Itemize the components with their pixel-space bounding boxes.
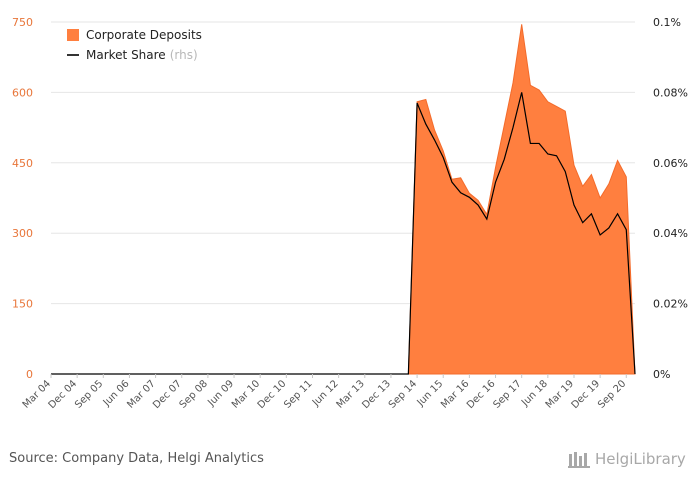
x-tick-label: Sep 08 <box>178 378 210 410</box>
legend: Corporate Deposits Market Share (rhs) <box>67 28 202 62</box>
x-tick-label: Dec 04 <box>47 378 80 411</box>
right-tick-label: 0.1% <box>653 16 681 29</box>
left-tick-label: 0 <box>26 368 33 381</box>
left-tick-label: 750 <box>12 16 33 29</box>
left-tick-label: 150 <box>12 298 33 311</box>
x-tick-label: Sep 05 <box>73 378 105 410</box>
x-tick-label: Dec 13 <box>360 378 393 411</box>
legend-label-corporate-deposits: Corporate Deposits <box>86 28 202 42</box>
x-tick-label: Dec 19 <box>570 378 603 411</box>
right-tick-label: 0.04% <box>653 227 688 240</box>
left-tick-label: 300 <box>12 227 33 240</box>
x-tick-label: Sep 17 <box>491 378 523 410</box>
source-note: Source: Company Data, Helgi Analytics <box>9 451 264 466</box>
x-tick-label: Dec 16 <box>465 378 498 411</box>
x-tick-label: Sep 14 <box>387 378 419 410</box>
right-axis-ticks: 0% 0.02% 0.04% 0.06% 0.08% 0.1% <box>653 16 688 381</box>
x-tick-label: Sep 20 <box>596 378 628 410</box>
legend-label-rhs-note: (rhs) <box>170 48 198 62</box>
left-tick-label: 450 <box>12 157 33 170</box>
right-tick-label: 0.08% <box>653 86 688 99</box>
right-tick-label: 0.06% <box>653 157 688 170</box>
x-tick-label: Dec 07 <box>151 378 184 411</box>
legend-label-market-share-text: Market Share <box>86 48 166 62</box>
brand-logo: HelgiLibrary <box>568 449 686 469</box>
legend-label-market-share: Market Share (rhs) <box>86 48 198 62</box>
left-axis-ticks: 0 150 300 450 600 750 <box>12 16 33 381</box>
x-tick-label: Sep 11 <box>282 378 314 410</box>
brand-name: HelgiLibrary <box>595 450 686 468</box>
left-tick-label: 600 <box>12 86 33 99</box>
right-tick-label: 0% <box>653 368 670 381</box>
series-area-corporate-deposits <box>51 24 636 375</box>
library-icon <box>568 452 590 468</box>
x-tick-label: Dec 10 <box>256 378 289 411</box>
series-line-market-share <box>51 92 636 375</box>
right-tick-label: 0.02% <box>653 298 688 311</box>
legend-swatch-corporate-deposits <box>67 29 79 41</box>
